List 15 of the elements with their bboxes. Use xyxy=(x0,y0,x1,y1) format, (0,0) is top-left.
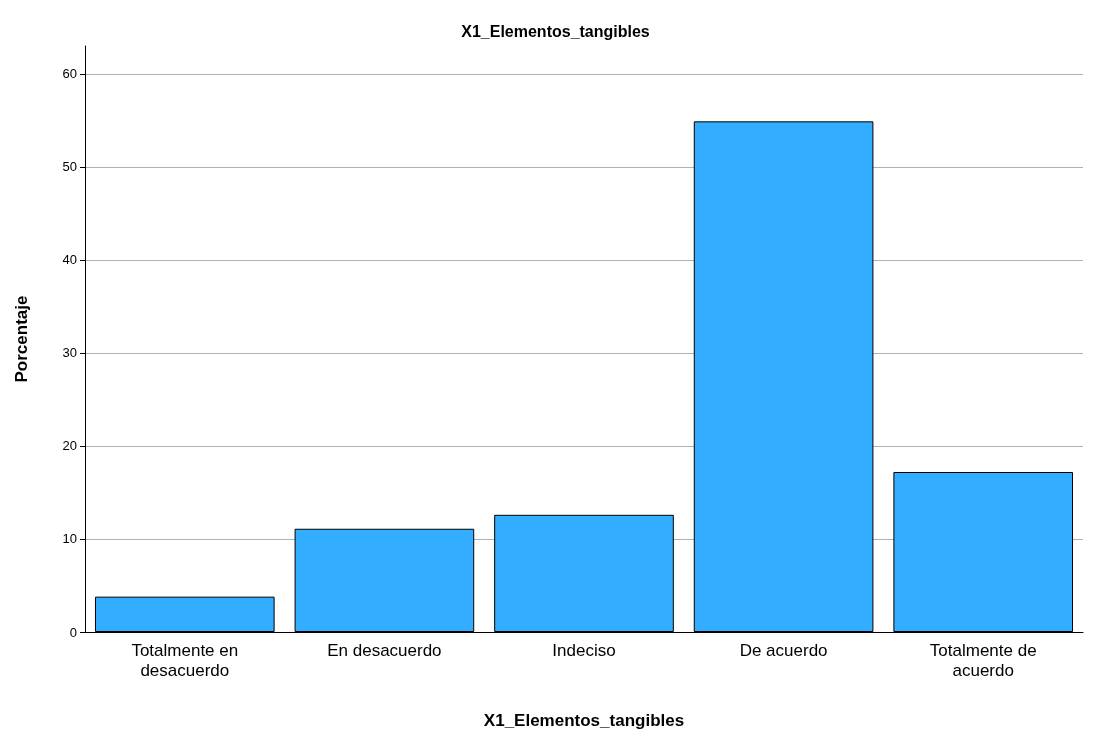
x-tick-label: Totalmente de acuerdo xyxy=(929,640,1037,680)
y-tick-label: 50 xyxy=(62,159,77,175)
x-tick-label: En desacuerdo xyxy=(327,640,442,660)
x-tick-label: Indeciso xyxy=(552,640,616,660)
y-axis-title: Porcentaje xyxy=(12,295,31,383)
chart-title: X1_Elementos_tangibles xyxy=(461,22,650,40)
x-tick-label: Totalmente en desacuerdo xyxy=(131,640,239,680)
y-tick-label: 0 xyxy=(69,624,77,640)
x-tick-label: De acuerdo xyxy=(739,640,828,660)
y-tick-label: 60 xyxy=(62,66,77,82)
y-tick-label: 40 xyxy=(62,252,77,268)
y-tick-label: 30 xyxy=(62,345,77,361)
y-tick-label: 10 xyxy=(62,531,77,547)
x-axis-title: X1_Elementos_tangibles xyxy=(483,711,685,730)
y-tick-label: 20 xyxy=(62,438,77,454)
